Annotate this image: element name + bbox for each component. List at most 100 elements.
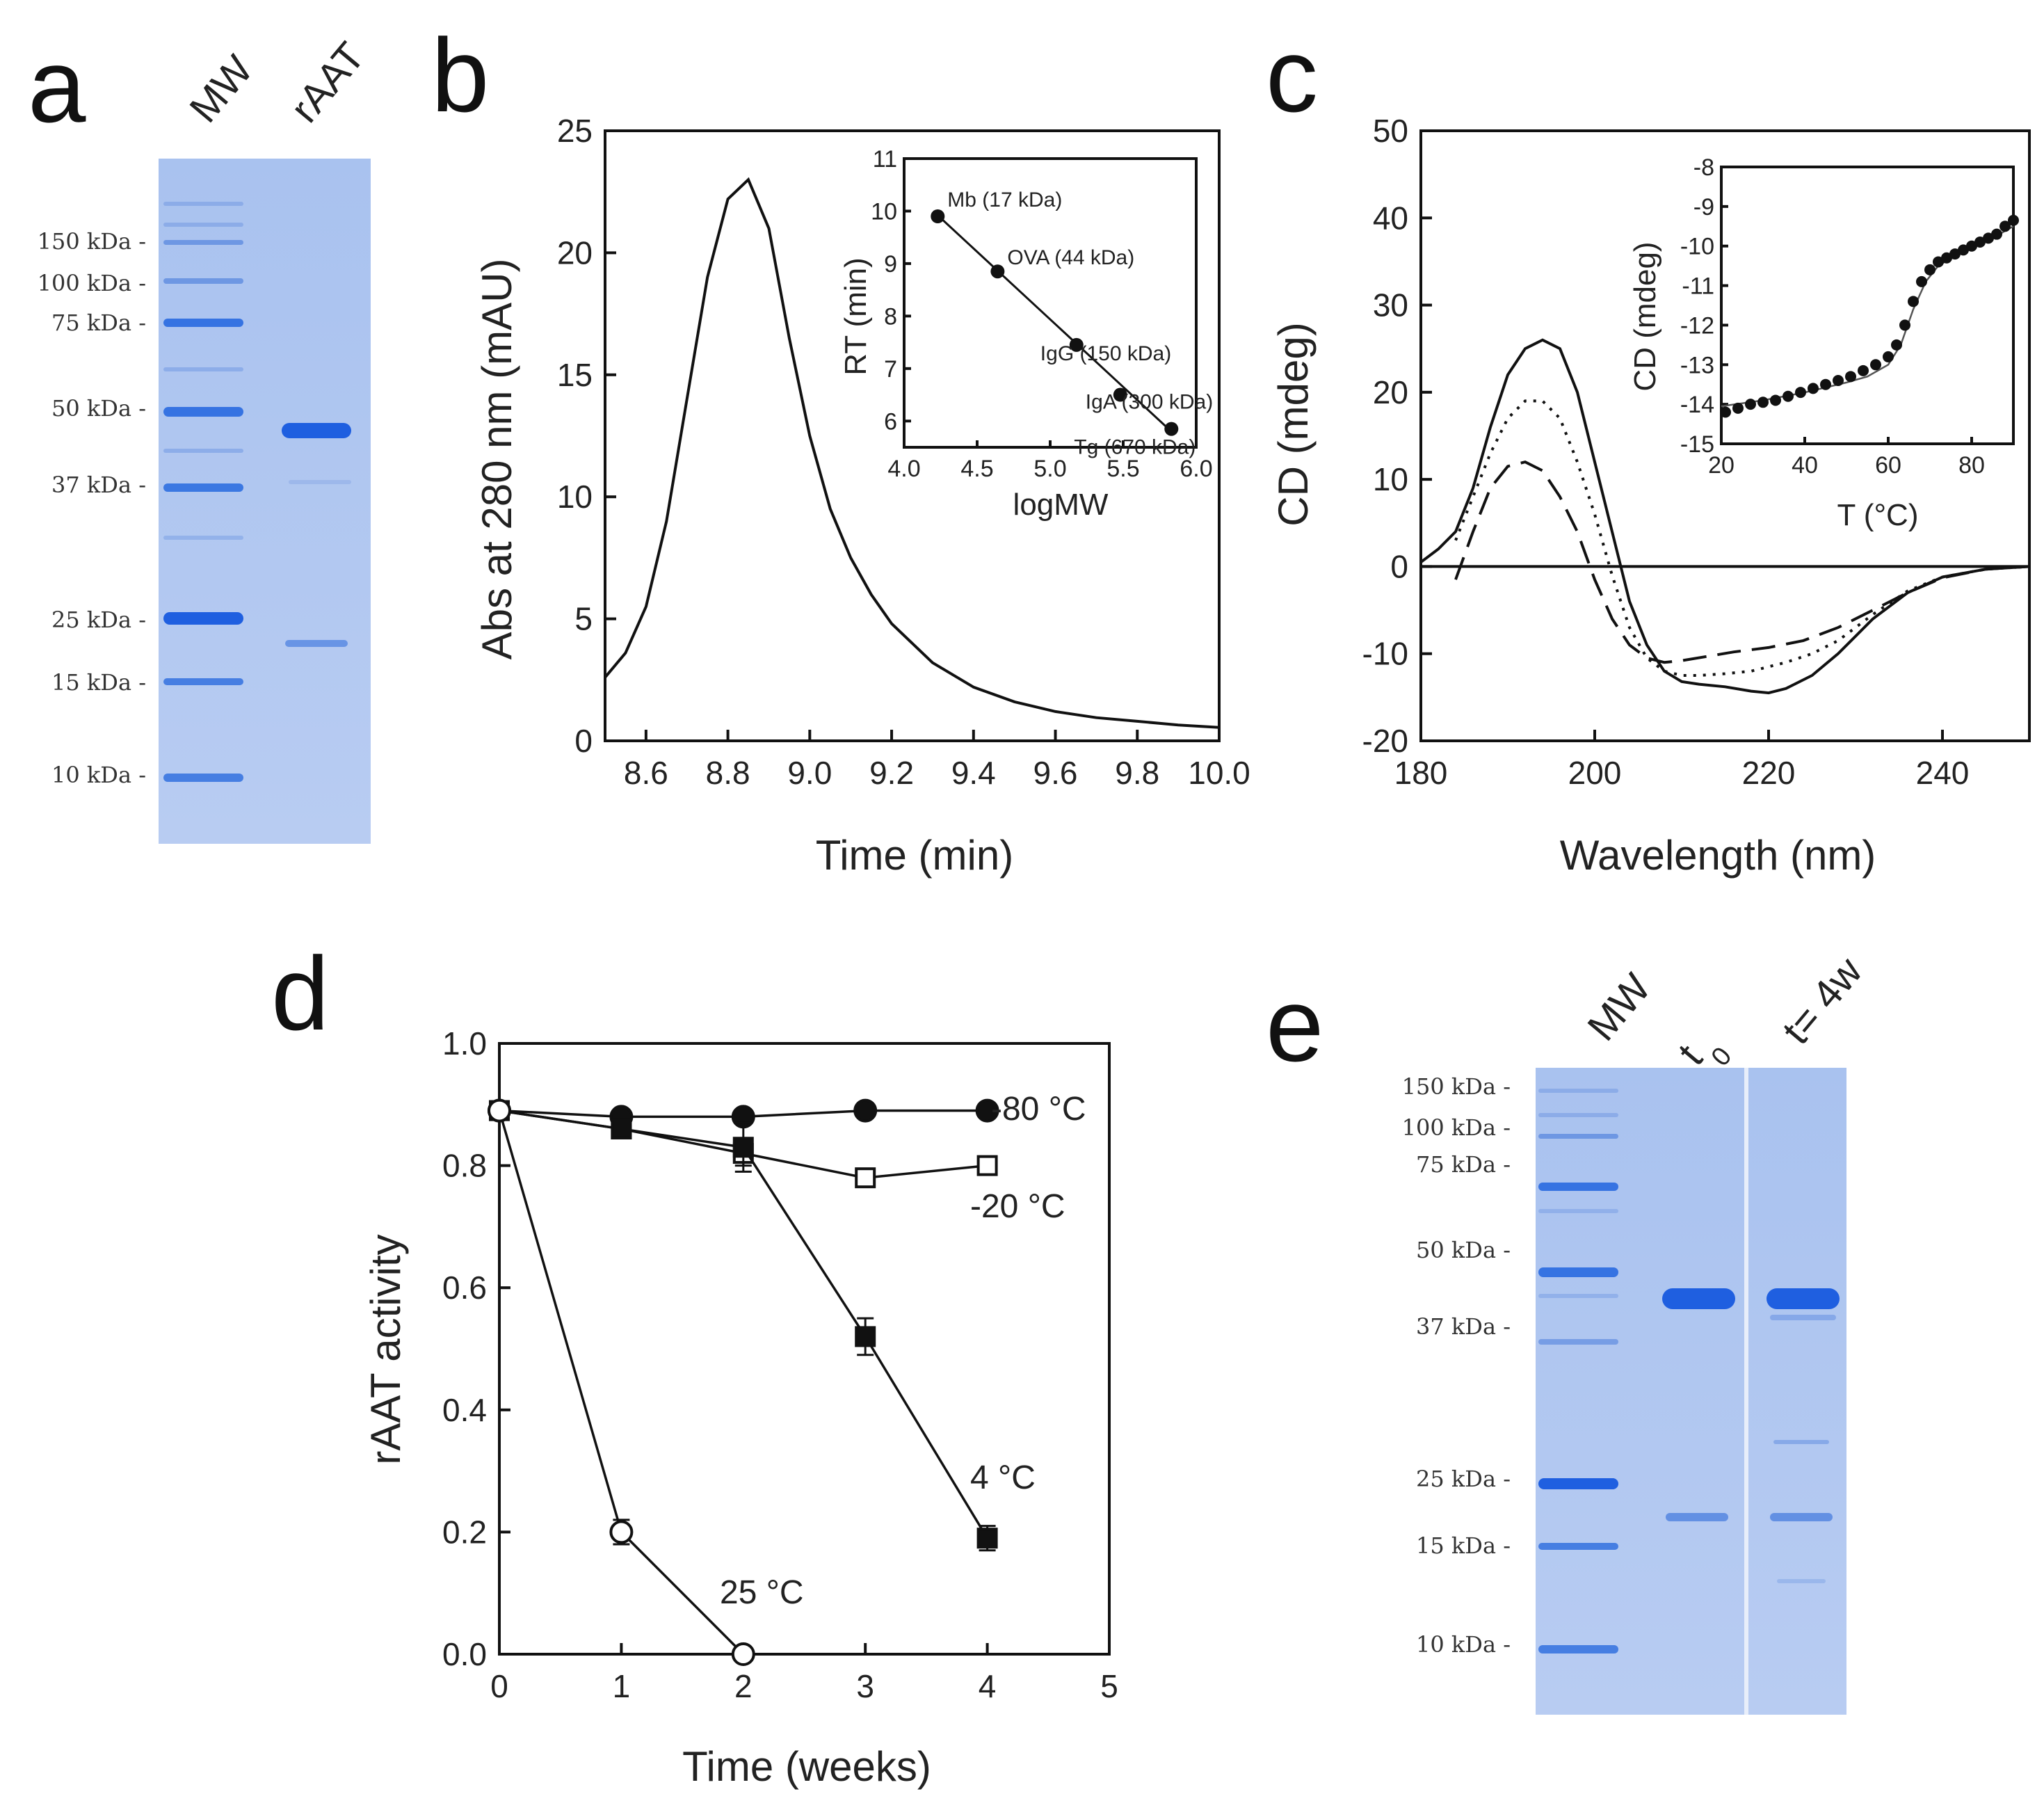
gel-a-band xyxy=(163,367,243,371)
chart-c-trace-solid xyxy=(1419,338,2030,695)
chart-b-inset-point xyxy=(1069,337,1084,352)
chart-c-ytick-label: 40 xyxy=(1373,200,1408,236)
chart-c-xtick-label: 200 xyxy=(1568,755,1622,791)
gel-e-band xyxy=(1538,1134,1618,1139)
chart-c-inset-point xyxy=(1916,275,1927,287)
chart-c-inset-fit-line xyxy=(1721,225,2014,408)
chart-c-inset-point xyxy=(1770,394,1781,406)
chart-b-inset-ytick-label: 7 xyxy=(884,356,897,383)
gel-e-band xyxy=(1538,1209,1618,1213)
panel-letter-c: c xyxy=(1266,17,1318,134)
chart-c-inset-point xyxy=(1757,397,1769,408)
chart-b-xtick-label: 9.6 xyxy=(1033,755,1078,791)
chart-d-xlabel: Time (weeks) xyxy=(682,1743,931,1790)
gel-a-marker-25: 25 kDa - xyxy=(51,607,146,633)
panel-c: c 180 200 220 240 -20 -10 0 10 20 30 40 50 20 40 60 80 -… xyxy=(1266,17,2031,879)
chart-c-inset-xtick-label: 20 xyxy=(1708,452,1735,479)
chart-c: 180 200 220 240 -20 -10 0 10 20 30 40 50 20 40 60 80 -15… xyxy=(1362,113,2031,791)
chart-c-ytick-label: 30 xyxy=(1373,287,1408,323)
chart-b-inset-ytick-label: 6 xyxy=(884,408,897,435)
chart-d-point xyxy=(731,1642,755,1666)
chart-b-xtick-label: 9.2 xyxy=(869,755,914,791)
chart-b-inset-point xyxy=(990,264,1005,279)
gel-a-band xyxy=(163,319,243,327)
series-label-minus80: -80 °C xyxy=(991,1091,1086,1128)
chart-c-ytick-label: 50 xyxy=(1373,113,1408,149)
chart-d: 0 1 2 3 4 5 0.0 0.2 0.4 0.6 0.8 1.0 xyxy=(442,1025,1118,1704)
gel-e-band xyxy=(1538,1339,1618,1345)
gel-e-marker-75: 75 kDa - xyxy=(1416,1151,1511,1178)
chart-c-ylabel: CD (mdeg) xyxy=(1270,322,1317,526)
gel-e-band xyxy=(1538,1478,1618,1489)
chart-c-inset-ytick-label: -9 xyxy=(1693,194,1714,221)
chart-c-ytick-label: -10 xyxy=(1362,636,1408,672)
chart-b-xtick-label: 9.0 xyxy=(787,755,832,791)
gel-a-marker-75: 75 kDa - xyxy=(51,310,146,336)
chart-c-xtick-label: 180 xyxy=(1394,755,1448,791)
chart-d-ytick-label: 1.0 xyxy=(442,1025,487,1062)
gel-a-marker-15: 15 kDa - xyxy=(51,669,146,696)
gel-a-marker-10: 10 kDa - xyxy=(51,762,146,788)
gel-a-band xyxy=(163,774,243,782)
gel-e-band xyxy=(1538,1113,1618,1117)
chart-d-xtick-label: 4 xyxy=(979,1668,997,1704)
chart-c-inset-point xyxy=(1991,228,2002,240)
gel-e-band xyxy=(1777,1579,1826,1583)
chart-b-inset-xtick-label: 6.0 xyxy=(1180,456,1212,482)
chart-d-point xyxy=(855,1167,876,1189)
chart-c-inset-point xyxy=(1745,399,1756,410)
gel-e-band xyxy=(1538,1543,1618,1550)
chart-c-inset-ytick-label: -10 xyxy=(1680,234,1714,260)
chart-c-ytick-label: 10 xyxy=(1373,461,1408,497)
chart-b-inset-ytick-label: 10 xyxy=(871,198,897,225)
chart-c-inset-point xyxy=(1795,387,1806,399)
chart-d-ytick-label: 0.4 xyxy=(442,1392,487,1428)
gel-e-band xyxy=(1538,1645,1618,1653)
gel-e-bands xyxy=(1538,1089,1840,1653)
chart-c-frame xyxy=(1419,129,2031,742)
chart-b-xtick-label: 10.0 xyxy=(1188,755,1250,791)
panel-letter-d: d xyxy=(271,935,329,1052)
chart-c-inset-ytick-label: -13 xyxy=(1680,352,1714,378)
gel-e-marker-10: 10 kDa - xyxy=(1416,1631,1511,1658)
chart-c-inset-point xyxy=(1870,359,1881,371)
chart-b-inset-point-label: IgA (300 kDa) xyxy=(1086,391,1213,414)
gel-e-band xyxy=(1538,1267,1618,1277)
chart-b-xtick-label: 8.6 xyxy=(624,755,668,791)
chart-c-inset-point xyxy=(1958,244,1969,256)
chart-b-inset-point-label: IgG (150 kDa) xyxy=(1040,342,1171,365)
gel-a-marker-50: 50 kDa - xyxy=(51,395,146,422)
chart-b-inset-ylabel: RT (min) xyxy=(839,257,873,376)
chart-b-inset-fit-line xyxy=(937,214,1173,433)
gel-e-marker-37: 37 kDa - xyxy=(1416,1313,1511,1340)
chart-b-inset-point-label: OVA (44 kDa) xyxy=(1007,246,1134,269)
gel-e-band xyxy=(1538,1183,1618,1191)
gel-a-lane-raat: rAAT xyxy=(282,34,373,131)
gel-e-lane-mw: MW xyxy=(1579,965,1659,1049)
gel-e-band xyxy=(1770,1513,1833,1521)
gel-a-lane-mw: MW xyxy=(181,47,261,131)
gel-e-band xyxy=(1767,1288,1840,1309)
chart-c-inset-point xyxy=(1732,402,1744,414)
chart-b-inset-ytick-label: 11 xyxy=(873,146,897,173)
chart-b-xtick-label: 8.8 xyxy=(706,755,750,791)
chart-d-xtick-label: 3 xyxy=(856,1668,874,1704)
chart-c-ytick-label: -20 xyxy=(1362,723,1408,759)
chart-c-inset-point xyxy=(1999,221,2011,232)
chart-c-inset-point xyxy=(1941,252,1952,264)
gel-a-bands xyxy=(163,202,351,782)
chart-b-ytick-label: 5 xyxy=(574,601,593,637)
chart-c-ytick-label: 20 xyxy=(1373,374,1408,410)
series-label-minus20: -20 °C xyxy=(970,1188,1065,1225)
chart-d-xtick-label: 5 xyxy=(1100,1668,1118,1704)
gel-e-marker-50: 50 kDa - xyxy=(1416,1237,1511,1263)
chart-d-frame xyxy=(498,1042,1111,1656)
chart-d-point xyxy=(732,1137,754,1158)
chart-c-ytick-label: 0 xyxy=(1390,548,1408,584)
chart-c-inset-point xyxy=(1974,237,1986,248)
gel-e-band xyxy=(1538,1294,1618,1298)
chart-c-trace-dashed xyxy=(1454,460,2030,664)
panel-b: b 8.6 8.8 9.0 9.2 9.4 9.6 9.8 10.0 0 5 10 15 20 25 4.0… xyxy=(431,17,1250,879)
chart-c-inset-point xyxy=(1833,375,1844,387)
